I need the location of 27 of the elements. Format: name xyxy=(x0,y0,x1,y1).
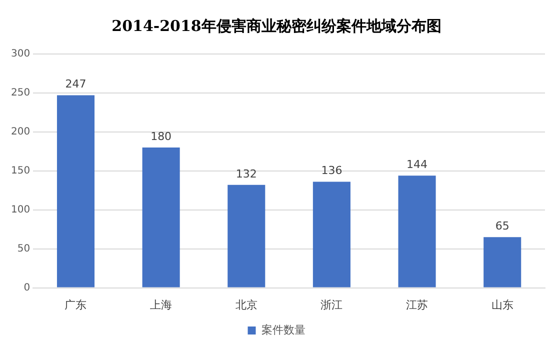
x-tick-label: 山东 xyxy=(491,298,514,312)
y-tick-label: 50 xyxy=(17,243,30,254)
bar xyxy=(484,237,522,288)
bar xyxy=(312,182,350,288)
y-tick-label: 300 xyxy=(10,48,30,60)
y-tick-label: 100 xyxy=(10,204,30,216)
data-label: 144 xyxy=(406,158,428,171)
data-label: 247 xyxy=(65,78,86,91)
x-tick-label: 浙江 xyxy=(320,298,343,312)
chart-title: 2014-2018年侵害商业秘密纠纷案件地域分布图 xyxy=(112,16,442,35)
x-tick-label: 广东 xyxy=(64,298,87,312)
bar xyxy=(56,95,95,288)
y-tick-label: 0 xyxy=(24,282,30,294)
bar xyxy=(142,148,180,288)
bar xyxy=(228,184,266,288)
y-tick-label: 250 xyxy=(10,88,30,99)
data-label: 132 xyxy=(236,167,257,180)
y-tick-label: 200 xyxy=(10,126,30,138)
x-tick-label: 北京 xyxy=(235,298,258,312)
y-tick-label: 150 xyxy=(10,165,30,176)
data-label: 180 xyxy=(150,130,172,143)
x-tick-label: 上海 xyxy=(150,298,172,312)
x-tick-label: 江苏 xyxy=(406,298,428,312)
bar xyxy=(398,176,436,288)
data-label: 65 xyxy=(495,220,510,233)
legend-label: 案件数量 xyxy=(261,323,306,336)
data-label: 136 xyxy=(321,164,342,178)
